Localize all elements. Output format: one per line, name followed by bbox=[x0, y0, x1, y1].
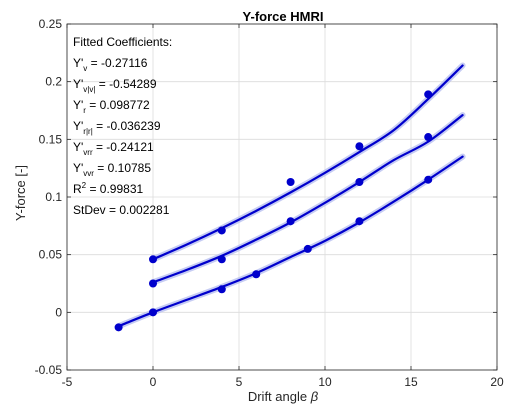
y-tick-label: 0.15 bbox=[39, 132, 63, 146]
fit-coefficients-annotation: Fitted Coefficients:Y'v = -0.27116Y'v|v|… bbox=[73, 35, 172, 217]
annotation-value: = -0.54289 bbox=[95, 77, 156, 91]
fit-curve-1 bbox=[151, 114, 464, 284]
annotation-subscript: r|r| bbox=[83, 127, 92, 136]
annotation-value: = -0.24121 bbox=[93, 140, 154, 154]
data-points bbox=[114, 90, 433, 332]
annotation-header: Fitted Coefficients: bbox=[73, 35, 172, 49]
x-tick-label: 10 bbox=[318, 375, 332, 389]
annotation-subscript: vrr bbox=[83, 148, 93, 157]
annotation-value: = 0.098772 bbox=[86, 98, 150, 112]
annotation-line: Y'vrr = -0.24121 bbox=[73, 140, 154, 157]
y-tick-label: 0.25 bbox=[39, 17, 63, 31]
y-tick-label: 0.2 bbox=[45, 75, 62, 89]
data-point bbox=[424, 175, 433, 184]
annotation-value: = -0.036239 bbox=[93, 119, 161, 133]
x-axis-label: Drift angle β bbox=[248, 389, 319, 404]
annotation-value: = 0.10785 bbox=[94, 161, 151, 175]
data-point bbox=[424, 133, 433, 142]
data-point bbox=[355, 142, 364, 151]
data-point bbox=[424, 90, 433, 99]
annotation-base: Y' bbox=[73, 56, 83, 70]
annotation-value: = 0.99831 bbox=[86, 182, 143, 196]
annotation-base: Y' bbox=[73, 98, 83, 112]
data-point bbox=[355, 178, 364, 187]
data-point bbox=[149, 308, 157, 317]
annotation-subscript: v bbox=[83, 64, 87, 73]
x-axis-label-text: Drift angle bbox=[248, 389, 311, 404]
data-point bbox=[149, 279, 157, 288]
annotation-base: StDev = 0.002281 bbox=[73, 203, 170, 217]
y-tick-label: 0 bbox=[55, 305, 62, 319]
annotation-base: Y' bbox=[73, 140, 83, 154]
annotation-base: Y' bbox=[73, 119, 83, 133]
annotation-line: Y'vvr = 0.10785 bbox=[73, 161, 151, 178]
x-tick-label: 5 bbox=[236, 375, 243, 389]
annotation-subscript: v|v| bbox=[83, 85, 95, 94]
x-axis-label-symbol: β bbox=[310, 389, 319, 404]
data-point bbox=[149, 255, 157, 264]
fit-curve-0 bbox=[151, 64, 464, 261]
annotation-line: Y'v = -0.27116 bbox=[73, 56, 148, 73]
data-point bbox=[217, 226, 226, 235]
data-point bbox=[217, 285, 226, 294]
y-axis-ticks: -0.05 0 0.05 0.1 0.15 0.2 0.25 bbox=[35, 17, 497, 377]
y-axis-label: Y-force [-] bbox=[13, 165, 28, 221]
annotation-line: StDev = 0.002281 bbox=[73, 203, 170, 217]
data-point bbox=[252, 270, 261, 279]
data-point bbox=[114, 323, 123, 332]
x-tick-label: 15 bbox=[404, 375, 418, 389]
annotation-value: = -0.27116 bbox=[87, 56, 147, 70]
y-tick-label: 0.05 bbox=[39, 248, 63, 262]
annotation-line: R2 = 0.99831 bbox=[73, 181, 144, 196]
fit-curve-2 bbox=[117, 155, 464, 328]
data-point bbox=[355, 217, 364, 226]
y-tick-label: 0.1 bbox=[45, 190, 62, 204]
chart-title: Y-force HMRI bbox=[243, 9, 324, 24]
annotation-base: R bbox=[73, 182, 82, 196]
annotation-superscript: 2 bbox=[82, 181, 87, 190]
annotation-subscript: r bbox=[83, 106, 86, 115]
annotation-base: Y' bbox=[73, 161, 83, 175]
data-point bbox=[286, 217, 295, 226]
annotation-subscript: vvr bbox=[83, 169, 94, 178]
data-point bbox=[303, 244, 312, 253]
data-point bbox=[286, 178, 295, 187]
annotation-base: Y' bbox=[73, 77, 83, 91]
x-axis-ticks: -5 0 5 10 15 20 bbox=[62, 24, 504, 389]
annotation-line: Y'r|r| = -0.036239 bbox=[73, 119, 161, 136]
y-tick-label: -0.05 bbox=[35, 363, 63, 377]
x-tick-label: 20 bbox=[490, 375, 504, 389]
x-tick-label: -5 bbox=[62, 375, 73, 389]
x-tick-label: 0 bbox=[150, 375, 157, 389]
data-point bbox=[217, 255, 226, 264]
annotation-line: Y'r = 0.098772 bbox=[73, 98, 150, 115]
fit-curves bbox=[117, 64, 464, 328]
annotation-line: Y'v|v| = -0.54289 bbox=[73, 77, 157, 94]
